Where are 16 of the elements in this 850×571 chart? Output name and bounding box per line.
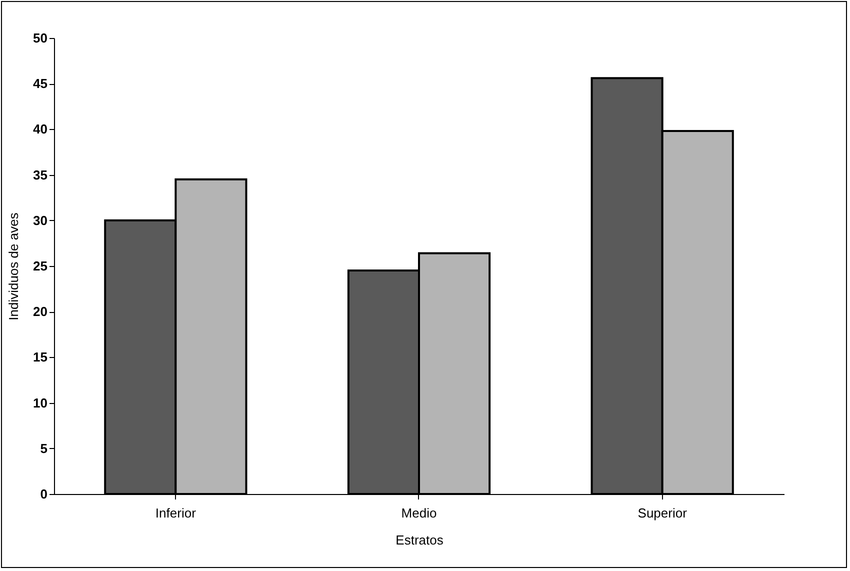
x-tick-label: Medio [401,506,437,520]
x-tick-label: Superior [638,506,688,520]
y-tick-label: 0 [40,486,48,502]
y-tick-label: 35 [33,167,48,182]
y-tick-label: 40 [33,122,48,137]
y-tick-label: 20 [33,304,48,320]
y-tick-label: 15 [33,350,48,365]
y-tick-label: 30 [33,212,48,228]
y-tick-label: 5 [40,440,48,456]
x-tick-label: Inferior [155,506,197,520]
y-tick-label: 45 [33,76,48,92]
x-axis-title: Estratos [396,532,444,548]
y-tick-label: 25 [33,258,48,274]
y-tick-label: 10 [33,395,48,410]
y-tick-label: 50 [33,30,48,46]
y-axis-title: Individuos de aves [6,212,22,320]
